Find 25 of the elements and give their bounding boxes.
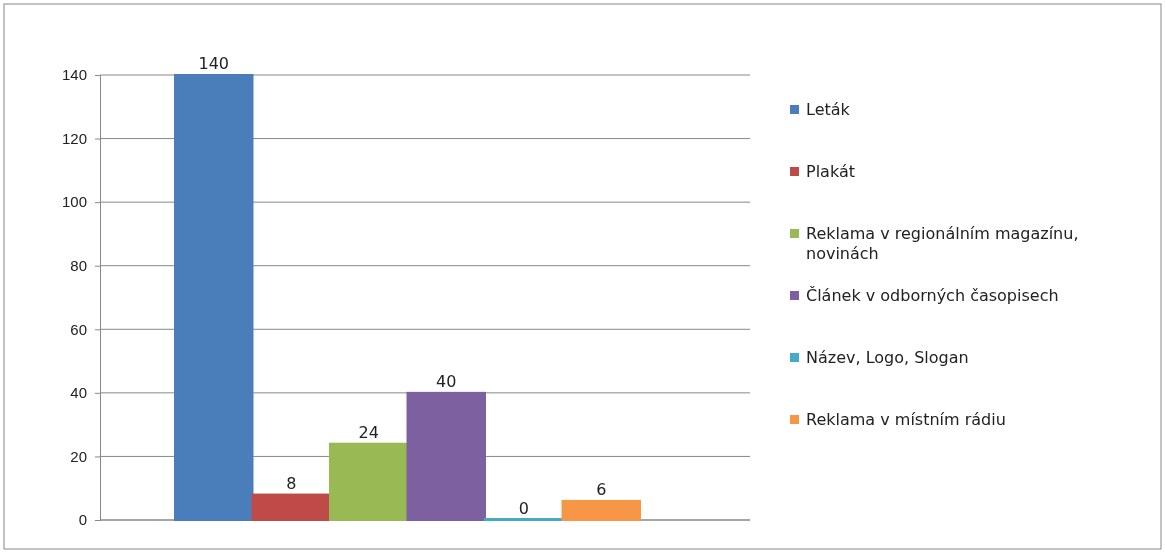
bar bbox=[329, 442, 409, 521]
bar bbox=[561, 499, 641, 521]
legend-label: Plakát bbox=[806, 162, 855, 181]
data-label: 140 bbox=[198, 54, 230, 73]
legend-label: Reklama v místním rádiu bbox=[806, 410, 1006, 429]
y-tick-label: 80 bbox=[70, 257, 87, 275]
data-label: 6 bbox=[596, 479, 607, 499]
data-label: 0 bbox=[518, 499, 529, 518]
y-tick-label: 60 bbox=[70, 320, 87, 338]
y-tick-label: 20 bbox=[70, 447, 87, 465]
bar bbox=[174, 74, 254, 521]
data-label: 40 bbox=[436, 371, 457, 391]
y-tick-label: 100 bbox=[61, 193, 87, 211]
bar bbox=[406, 391, 486, 521]
legend-label: Článek v odborných časopisech bbox=[806, 286, 1059, 305]
bar bbox=[251, 493, 331, 521]
legend-label: Název, Logo, Slogan bbox=[806, 348, 969, 367]
y-tick-label: 40 bbox=[70, 384, 87, 402]
legend-label: Reklama v regionálním magazínu, novinách bbox=[806, 224, 1079, 263]
y-tick-label: 0 bbox=[78, 511, 87, 529]
legend-label: Leták bbox=[806, 100, 851, 119]
y-tick-label: 120 bbox=[61, 129, 87, 147]
data-label: 8 bbox=[286, 473, 297, 493]
y-tick-label: 140 bbox=[61, 66, 87, 84]
data-label: 24 bbox=[358, 422, 379, 442]
